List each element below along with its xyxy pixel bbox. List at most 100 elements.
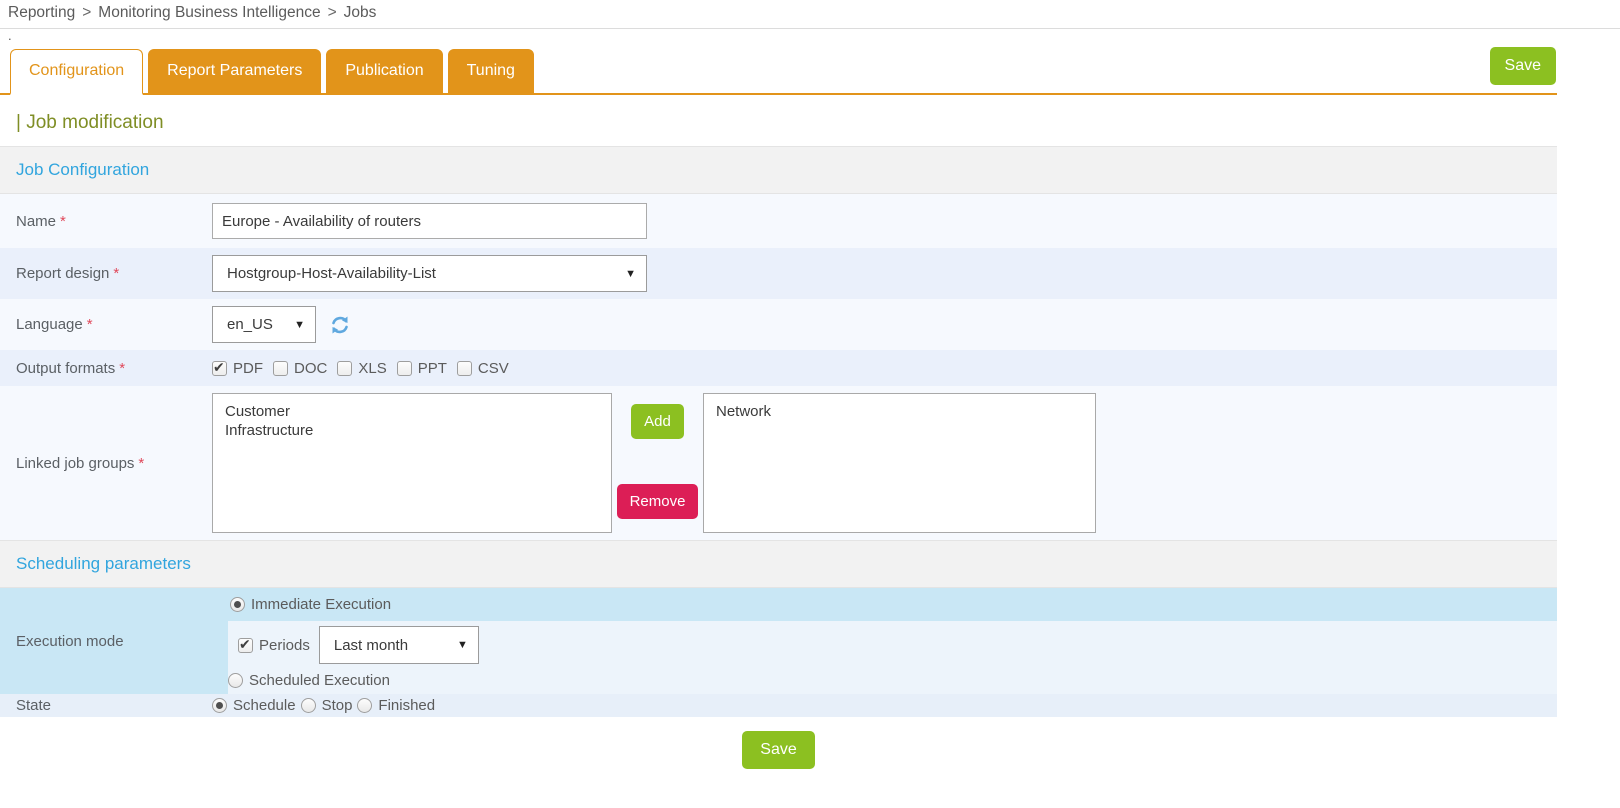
report-design-select[interactable]: Hostgroup-Host-Availability-List ▼ — [212, 255, 647, 292]
breadcrumb-item-reporting[interactable]: Reporting — [8, 4, 76, 21]
output-format-xls-checkbox[interactable]: XLS — [337, 359, 387, 377]
selected-job-groups-listbox[interactable]: Network — [703, 393, 1096, 533]
list-item[interactable]: Network — [716, 403, 772, 420]
checkbox-icon — [396, 360, 412, 376]
transfer-buttons: Add Remove — [612, 393, 703, 519]
refresh-language-button[interactable] — [328, 313, 352, 337]
execution-mode-label: Execution mode — [0, 588, 228, 694]
breadcrumb-item-mbi[interactable]: Monitoring Business Intelligence — [98, 4, 321, 21]
report-design-label: Report design * — [0, 265, 212, 282]
radio-icon — [212, 698, 227, 713]
name-label-text: Name — [16, 212, 57, 230]
state-finished-radio[interactable]: Finished — [357, 697, 435, 714]
form-row-name: Name * — [0, 194, 1557, 248]
report-design-label-text: Report design — [16, 265, 110, 282]
checkbox-label: PPT — [417, 359, 447, 377]
tab-bar: Configuration Report Parameters Publicat… — [0, 41, 1557, 95]
period-select[interactable]: Last month ▼ — [318, 626, 479, 664]
linked-job-groups-label-text: Linked job groups — [16, 454, 135, 472]
report-design-selected-value: Hostgroup-Host-Availability-List — [227, 265, 436, 282]
required-asterisk: * — [119, 359, 126, 377]
radio-label: Stop — [321, 697, 353, 714]
chevron-down-icon: ▼ — [456, 639, 468, 651]
refresh-icon — [332, 316, 348, 333]
execution-mode-label-text: Execution mode — [16, 632, 124, 650]
checkbox-label: CSV — [477, 359, 509, 377]
name-input[interactable] — [212, 203, 647, 239]
checkbox-label: DOC — [294, 359, 328, 377]
save-button-top[interactable]: Save — [1489, 47, 1556, 85]
form-row-language: Language * en_US ▼ — [0, 299, 1557, 350]
form-row-report-design: Report design * Hostgroup-Host-Availabili… — [0, 248, 1557, 299]
period-selected-value: Last month — [333, 636, 409, 654]
output-formats-label: Output formats * — [0, 360, 212, 377]
section-header-scheduling-parameters: Scheduling parameters — [0, 540, 1557, 588]
scheduled-execution-row: Scheduled Execution — [228, 669, 1557, 694]
output-format-doc-checkbox[interactable]: DOC — [273, 360, 327, 377]
add-button[interactable]: Add — [631, 404, 684, 439]
page-title: | Job modification — [16, 112, 164, 133]
checkbox-label: PDF — [233, 359, 263, 377]
state-schedule-radio[interactable]: Schedule — [212, 697, 296, 714]
radio-icon — [357, 698, 373, 713]
radio-label: Scheduled Execution — [249, 672, 390, 689]
section-header-job-configuration: Job Configuration — [0, 146, 1557, 194]
checkbox-label: XLS — [358, 359, 387, 377]
output-format-pdf-checkbox[interactable]: PDF — [212, 359, 263, 377]
language-label: Language * — [0, 316, 212, 333]
language-select[interactable]: en_US ▼ — [212, 306, 316, 343]
radio-label: Immediate Execution — [251, 596, 392, 613]
list-item[interactable]: Customer — [225, 403, 291, 420]
required-asterisk: * — [60, 212, 66, 230]
required-asterisk: * — [138, 454, 145, 472]
language-selected-value: en_US — [227, 316, 273, 333]
form-row-linked-job-groups: Linked job groups * Customer Infrastructu… — [0, 386, 1557, 540]
linked-job-groups-label: Linked job groups * — [0, 455, 212, 472]
radio-icon — [300, 698, 316, 713]
chevron-down-icon: ▼ — [625, 267, 636, 280]
name-label: Name * — [0, 213, 212, 230]
execution-mode-options: Immediate Execution Periods Last month ▼… — [228, 588, 1557, 694]
checkbox-icon — [212, 359, 227, 376]
radio-icon — [228, 673, 243, 688]
output-formats-group: PDF DOC XLS PPT CSV — [212, 359, 509, 377]
state-label: State — [16, 697, 52, 714]
output-format-ppt-checkbox[interactable]: PPT — [396, 359, 447, 377]
scheduled-execution-radio[interactable]: Scheduled Execution — [228, 672, 390, 689]
checkbox-icon — [337, 360, 353, 376]
radio-icon — [230, 597, 245, 612]
required-asterisk: * — [86, 316, 93, 333]
available-job-groups-listbox[interactable]: Customer Infrastructure — [212, 393, 612, 533]
linked-job-groups-picker: Customer Infrastructure Add Remove Netwo… — [212, 393, 1096, 533]
checkbox-label: Periods — [259, 636, 310, 654]
save-button-bottom[interactable]: Save — [742, 731, 815, 769]
immediate-execution-radio[interactable]: Immediate Execution — [230, 596, 391, 613]
form-row-state: State Schedule Stop Finished — [0, 694, 1557, 717]
breadcrumb-separator: > — [82, 4, 92, 21]
tab-tuning[interactable]: Tuning — [447, 49, 534, 93]
periods-checkbox[interactable]: Periods — [238, 636, 310, 654]
radio-label: Finished — [378, 697, 436, 714]
tab-report-parameters[interactable]: Report Parameters — [148, 49, 322, 93]
checkbox-icon — [238, 636, 253, 653]
output-format-csv-checkbox[interactable]: CSV — [456, 359, 509, 377]
language-label-text: Language — [16, 316, 83, 333]
checkbox-icon — [273, 360, 288, 376]
chevron-down-icon: ▼ — [294, 318, 305, 331]
checkbox-icon — [456, 360, 472, 376]
form-row-execution-mode: Execution mode Immediate Execution Perio… — [0, 588, 1557, 694]
radio-label: Schedule — [233, 697, 296, 714]
stray-dot: . — [8, 28, 12, 43]
required-asterisk: * — [113, 265, 120, 282]
breadcrumb-bar: Reporting > Monitoring Business Intelligen… — [0, 0, 1620, 29]
list-item[interactable]: Infrastructure — [225, 422, 314, 439]
breadcrumb: Reporting > Monitoring Business Intelligen… — [8, 4, 1620, 22]
state-stop-radio[interactable]: Stop — [300, 697, 353, 714]
tab-configuration[interactable]: Configuration — [10, 49, 144, 95]
tab-publication[interactable]: Publication — [326, 49, 443, 93]
state-options: Schedule Stop Finished — [212, 697, 435, 714]
form-row-output-formats: Output formats* PDF DOC XLS PPT CSV — [0, 350, 1557, 386]
output-formats-label-text: Output formats — [16, 359, 116, 377]
remove-button[interactable]: Remove — [616, 484, 699, 519]
breadcrumb-item-jobs[interactable]: Jobs — [343, 4, 377, 21]
